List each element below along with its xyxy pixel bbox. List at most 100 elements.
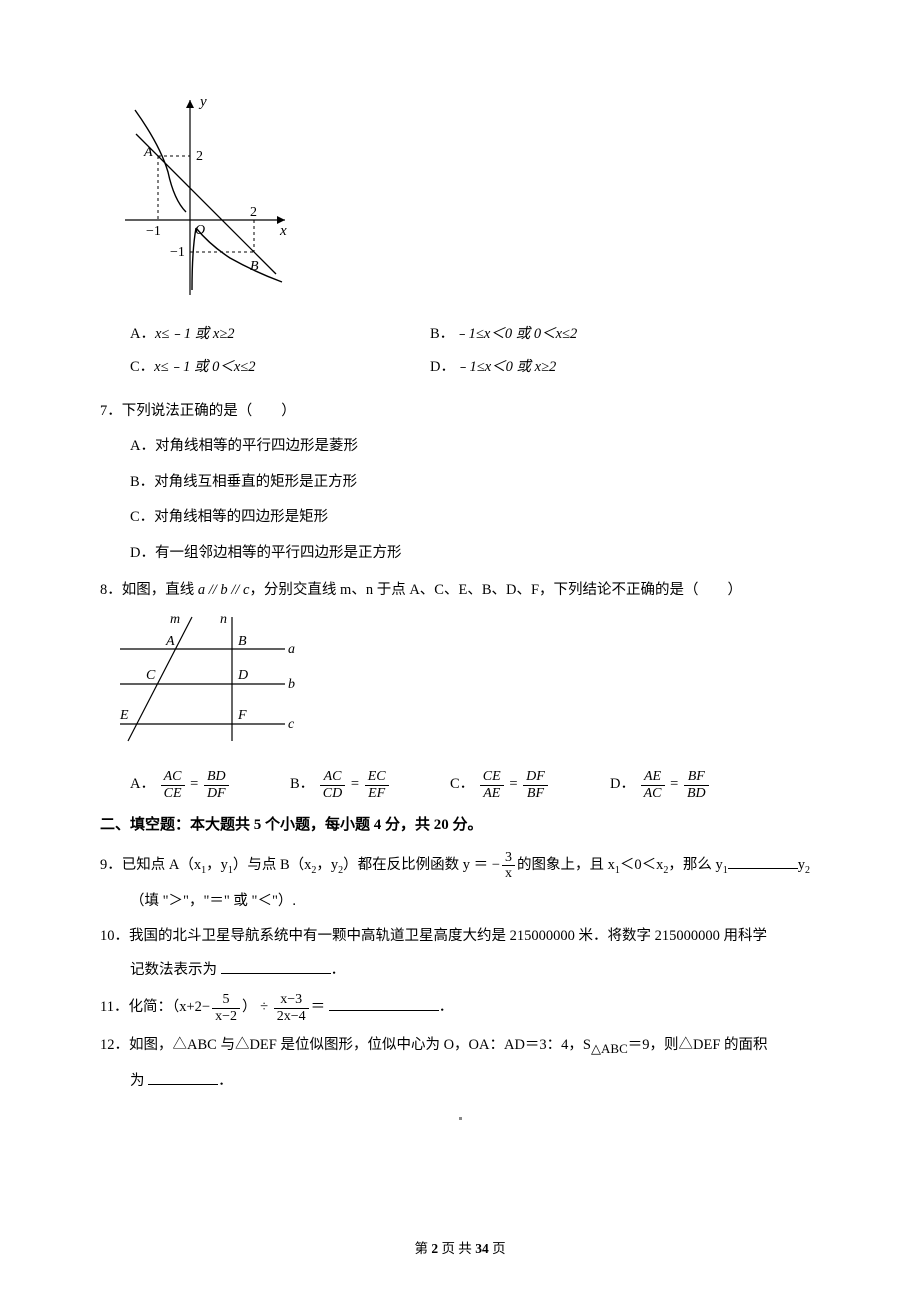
svg-text:A: A: [165, 634, 175, 649]
page-footer: 第 2 页 共 34 页: [0, 1236, 920, 1262]
n: CE: [480, 769, 504, 785]
q10: 10．我国的北斗卫星导航系统中有一颗中高轨道卫星高度大约是 215000000 …: [100, 923, 820, 984]
t: ）与点 B（x: [233, 857, 312, 873]
q8-figure: a b c m n A B C D E F: [110, 609, 820, 760]
svg-text:x: x: [279, 223, 287, 239]
d: AC: [641, 786, 665, 801]
n: BD: [204, 769, 229, 785]
svg-text:D: D: [237, 668, 248, 683]
t: 12．如图，△ABC 与△DEF 是位似图形，位似中心为 O，OA：AD＝3：4…: [100, 1037, 591, 1053]
t: 页 共: [438, 1241, 475, 1256]
d: 2x−4: [274, 1009, 309, 1024]
q8-opt-a: A． ACCE = BDDF: [130, 769, 290, 801]
text: ﹣1≤x＜0 或 0＜x≤2: [454, 326, 577, 342]
q8-opt-b: B． ACCD = ECEF: [290, 769, 450, 801]
d: DF: [204, 786, 229, 801]
t: 为: [130, 1073, 148, 1089]
d: CD: [320, 786, 345, 801]
q8-opt-d: D． AEAC = BFBD: [610, 769, 770, 801]
text: ﹣1≤x＜0 或 x≥2: [455, 359, 556, 375]
q11: 11．化简：（x+2−5x−2） ÷ x−32x−4＝ ．: [100, 992, 820, 1024]
svg-text:n: n: [220, 612, 227, 627]
q8-options: A． ACCE = BDDF B． ACCD = ECEF C． CEAE = …: [130, 769, 820, 801]
t: ，y: [206, 857, 228, 873]
d: CE: [161, 786, 185, 801]
page-marker-dot: [459, 1117, 462, 1120]
q11-blank: [329, 995, 439, 1011]
t: ．: [331, 962, 346, 978]
d: x−2: [212, 1009, 240, 1024]
q8-opt-c: C． CEAE = DFBF: [450, 769, 610, 801]
t: 9．已知点 A（x: [100, 857, 201, 873]
q6-opt-d: D．﹣1≤x＜0 或 x≥2: [430, 354, 556, 382]
q12-blank: [148, 1069, 218, 1085]
q6-options-2: C．x≤﹣1 或 0＜x≤2 D．﹣1≤x＜0 或 x≥2: [130, 354, 820, 382]
n: BF: [684, 769, 709, 785]
d: BD: [684, 786, 709, 801]
t: ．: [439, 999, 454, 1015]
svg-text:A: A: [143, 145, 153, 160]
q12: 12．如图，△ABC 与△DEF 是位似图形，位似中心为 O，OA：AD＝3：4…: [100, 1032, 820, 1095]
svg-text:C: C: [146, 668, 156, 683]
q10-l2: 记数法表示为 ．: [130, 957, 820, 985]
t: ） ÷: [242, 999, 272, 1015]
d: AE: [480, 786, 504, 801]
t: 页: [489, 1241, 506, 1256]
section2-heading: 二、填空题：本大题共 5 个小题，每小题 4 分，共 20 分。: [100, 811, 820, 840]
n: DF: [523, 769, 548, 785]
svg-text:m: m: [170, 612, 180, 627]
q7: 7．下列说法正确的是（ ） A．对角线相等的平行四边形是菱形 B．对角线互相垂直…: [100, 398, 820, 568]
q8: 8．如图，直线 a // b // c，分别交直线 m、n 于点 A、C、E、B…: [100, 577, 820, 801]
s: △ABC: [591, 1041, 628, 1056]
q10-l1: 10．我国的北斗卫星导航系统中有一颗中高轨道卫星高度大约是 215000000 …: [100, 923, 820, 951]
n: AE: [641, 769, 665, 785]
d: x: [502, 866, 515, 881]
q8-stem: 8．如图，直线 a // b // c，分别交直线 m、n 于点 A、C、E、B…: [100, 577, 820, 605]
t: ＜0＜x: [620, 857, 664, 873]
t: ＝9，则△DEF 的面积: [628, 1037, 768, 1053]
n: AC: [320, 769, 345, 785]
q7-opt-a: A．对角线相等的平行四边形是菱形: [130, 433, 820, 461]
n: 3: [502, 850, 515, 866]
q12-l2: 为 ．: [130, 1068, 820, 1096]
total-page: 34: [475, 1241, 489, 1256]
svg-text:b: b: [288, 677, 295, 692]
svg-text:c: c: [288, 717, 295, 732]
label: B．: [290, 777, 314, 793]
q8-pre: 8．如图，直线: [100, 582, 198, 598]
d: BF: [523, 786, 548, 801]
n: EC: [365, 769, 389, 785]
t: 的图象上，且 x: [517, 857, 615, 873]
q9-blank: [728, 853, 798, 869]
q7-opt-d: D．有一组邻边相等的平行四边形是正方形: [130, 540, 820, 568]
svg-text:a: a: [288, 642, 295, 657]
svg-text:B: B: [238, 634, 247, 649]
q9-tail: （填 "＞"，"＝" 或 "＜"）.: [130, 888, 820, 916]
svg-text:E: E: [119, 708, 129, 723]
q7-opt-c: C．对角线相等的四边形是矩形: [130, 504, 820, 532]
t: ．: [218, 1073, 233, 1089]
svg-text:2: 2: [250, 205, 257, 220]
svg-text:B: B: [250, 259, 259, 274]
q8-post: ，分别交直线 m、n 于点 A、C、E、B、D、F，下列结论不正确的是（ ）: [249, 582, 742, 598]
n: AC: [161, 769, 185, 785]
q6-figure: y x O A 2 −1 2 −1 B: [110, 90, 820, 311]
svg-text:−1: −1: [146, 224, 161, 239]
q9: 9．已知点 A（x1，y1）与点 B（x2，y2）都在反比例函数 y ＝ −3x…: [100, 850, 820, 915]
t: 记数法表示为: [130, 962, 221, 978]
text: x≤﹣1 或 0＜x≤2: [154, 359, 255, 375]
t: ）都在反比例函数 y ＝ −: [343, 857, 500, 873]
q7-stem: 7．下列说法正确的是（ ）: [100, 398, 820, 426]
q10-blank: [221, 958, 331, 974]
q6-opt-b: B．﹣1≤x＜0 或 0＜x≤2: [430, 321, 577, 349]
q6-opt-a: A．x≤﹣1 或 x≥2: [130, 321, 430, 349]
svg-text:y: y: [198, 94, 207, 110]
t: 11．化简：（x+2−: [100, 999, 210, 1015]
t: 第: [414, 1241, 431, 1256]
label: A．: [130, 777, 155, 793]
svg-text:2: 2: [196, 149, 203, 164]
s: 2: [805, 865, 810, 876]
label: C．: [450, 777, 474, 793]
n: 5: [212, 992, 240, 1008]
label: D．: [610, 777, 635, 793]
